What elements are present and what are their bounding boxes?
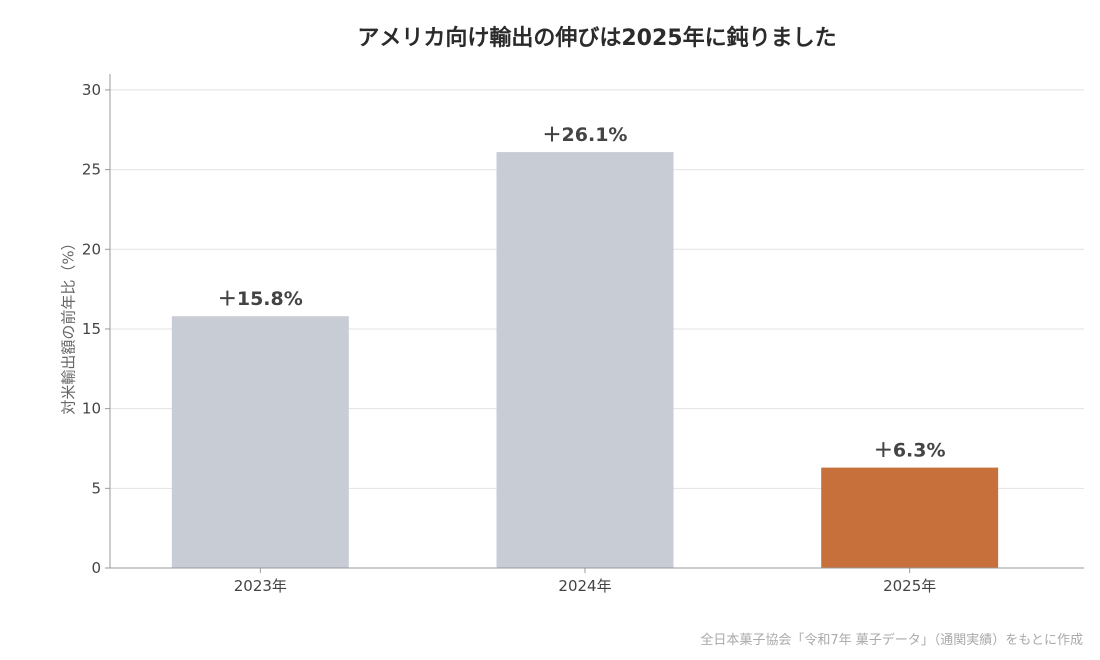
bars — [171, 152, 999, 569]
y-tick-label-20: 20 — [82, 240, 101, 258]
y-tick-label-10: 10 — [82, 400, 101, 418]
y-tick-label-25: 25 — [82, 161, 101, 179]
bar-3 — [821, 467, 999, 568]
x-tick-label-1: 2023年 — [234, 577, 287, 595]
data-label-1: ＋15.8% — [218, 288, 303, 310]
y-tick-label-30: 30 — [82, 81, 101, 99]
x-tick-label-2: 2024年 — [558, 577, 611, 595]
y-tick-label-0: 0 — [91, 559, 101, 577]
y-tick-label-15: 15 — [82, 320, 101, 338]
data-label-2: ＋26.1% — [543, 124, 628, 146]
axes: 0 5 10 15 20 25 30 2023年 2024年 2025年 — [82, 74, 1084, 595]
data-label-3: ＋6.3% — [874, 440, 946, 462]
y-tick-label-5: 5 — [91, 479, 101, 497]
data-labels: ＋15.8% ＋26.1% ＋6.3% — [218, 124, 946, 462]
source-note: 全日本菓子協会「令和7年 菓子データ」（通関実績）をもとに作成 — [700, 633, 1083, 648]
bar-1 — [171, 316, 349, 568]
chart-title: アメリカ向け輸出の伸びは2025年に鈍りました — [357, 26, 837, 51]
x-tick-label-3: 2025年 — [883, 577, 936, 595]
bar-2 — [496, 152, 674, 569]
